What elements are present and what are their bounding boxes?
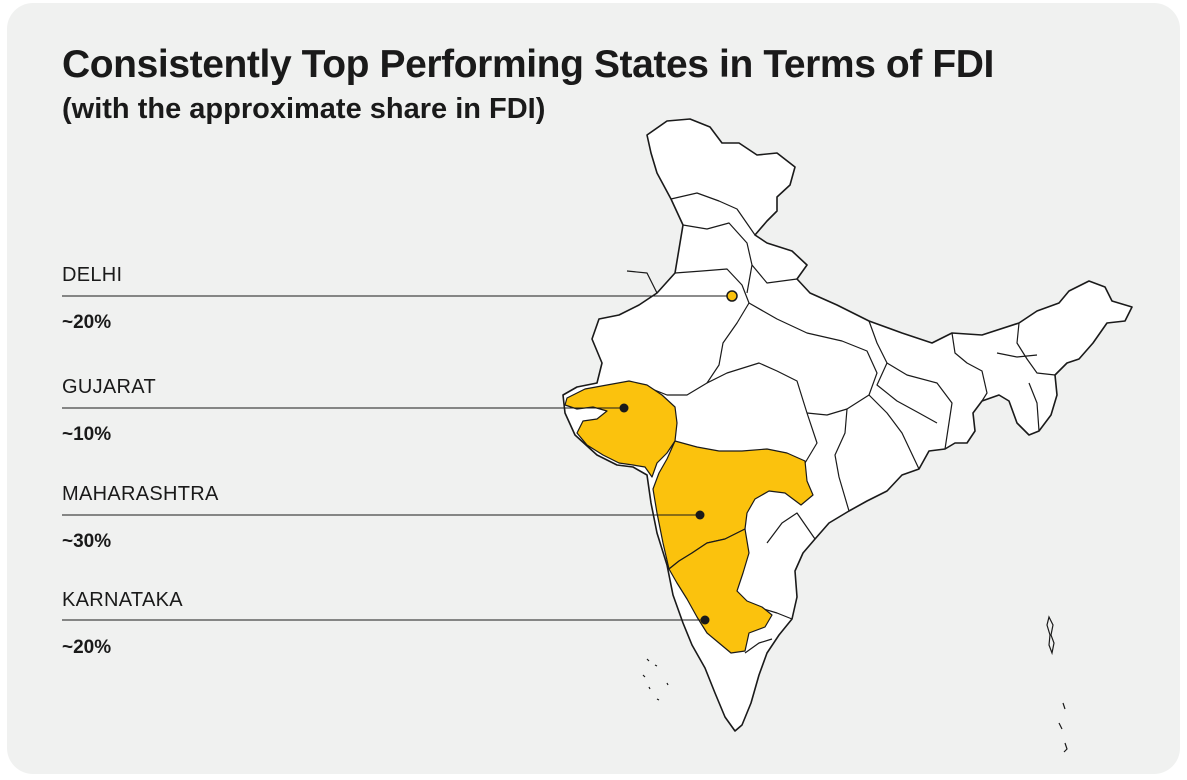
gujarat-marker: [619, 403, 629, 413]
delhi-marker: [726, 290, 738, 302]
share-karnataka: ~20%: [62, 637, 112, 658]
leader-gujarat: [62, 403, 629, 413]
maharashtra-marker: [695, 510, 705, 520]
leader-delhi: [62, 290, 738, 302]
share-maharashtra: ~30%: [62, 531, 112, 552]
label-maharashtra: MAHARASHTRA: [62, 483, 219, 505]
label-gujarat: GUJARAT: [62, 376, 156, 398]
state-borders: [626, 192, 1056, 654]
leader-karnataka: [62, 615, 710, 625]
share-delhi: ~20%: [62, 312, 112, 333]
state-gujarat: [564, 380, 678, 478]
label-karnataka: KARNATAKA: [62, 589, 183, 611]
label-delhi: DELHI: [62, 264, 123, 286]
karnataka-marker: [700, 615, 710, 625]
leader-maharashtra: [62, 510, 705, 520]
india-map: [62, 118, 1133, 753]
page-title: Consistently Top Performing States in Te…: [62, 43, 994, 86]
island-groups: [642, 615, 1068, 753]
state-maharashtra: [652, 440, 814, 570]
state-karnataka: [668, 528, 773, 654]
infographic-card: Consistently Top Performing States in Te…: [7, 3, 1180, 774]
share-gujarat: ~10%: [62, 424, 112, 445]
page-subtitle: (with the approximate share in FDI): [62, 93, 546, 125]
